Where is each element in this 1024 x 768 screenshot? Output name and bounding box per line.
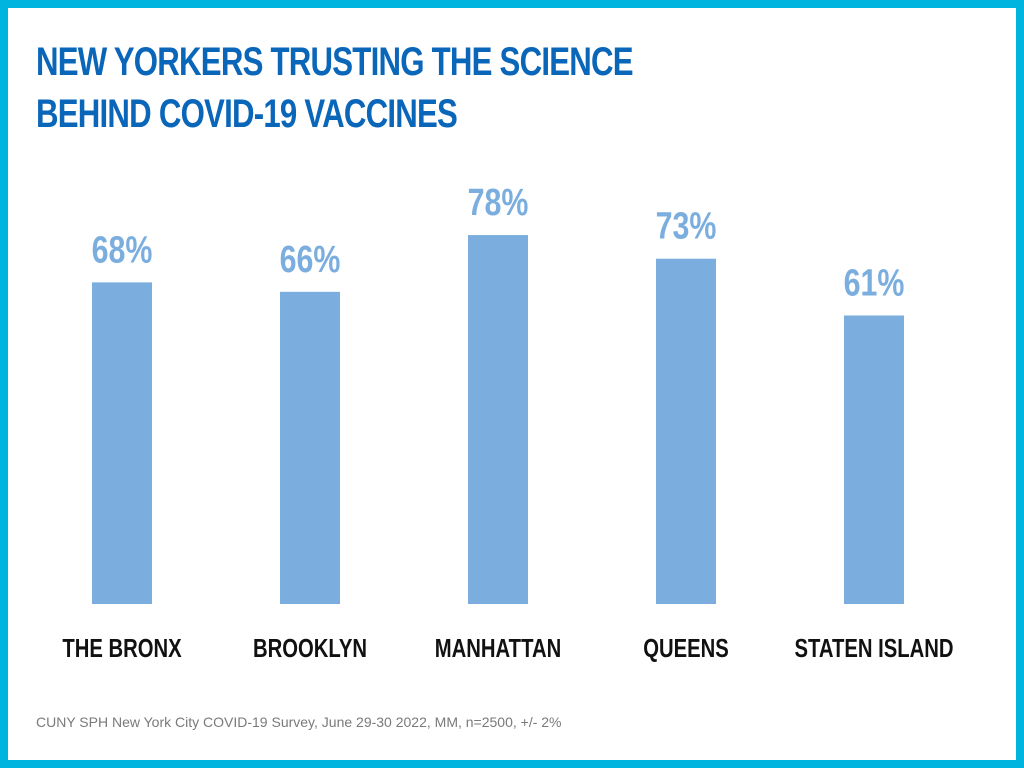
value-label: 68%: [92, 229, 153, 271]
category-label: THE BRONX: [62, 634, 182, 663]
bar-manhattan: [468, 235, 528, 604]
value-label: 73%: [656, 206, 717, 248]
bar-queens: [656, 258, 716, 604]
category-label: MANHATTAN: [435, 634, 561, 663]
chart-title-line-1: NEW YORKERS TRUSTING THE SCIENCE: [36, 40, 634, 84]
bar-the-bronx: [92, 282, 152, 604]
bar-staten-island: [844, 315, 904, 604]
category-label: BROOKLYN: [253, 634, 367, 663]
value-label: 66%: [280, 239, 341, 281]
chart-title: NEW YORKERS TRUSTING THE SCIENCE BEHIND …: [36, 36, 634, 140]
bar-brooklyn: [280, 291, 340, 604]
value-label: 78%: [468, 182, 529, 224]
value-label: 61%: [844, 262, 905, 304]
category-label: STATEN ISLAND: [794, 634, 953, 663]
category-label: QUEENS: [643, 634, 729, 663]
chart-title-line-2: BEHIND COVID-19 VACCINES: [36, 92, 458, 136]
source-footnote: CUNY SPH New York City COVID-19 Survey, …: [36, 714, 562, 730]
